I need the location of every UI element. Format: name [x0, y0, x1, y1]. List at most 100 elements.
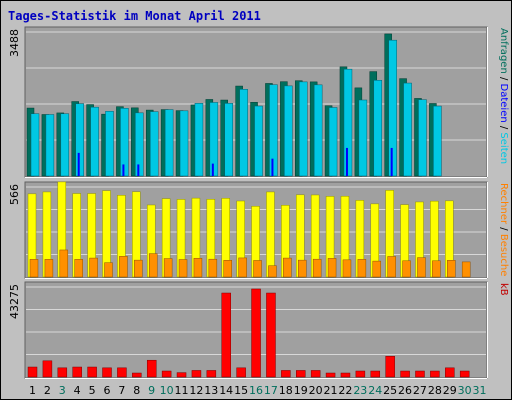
bar-seiten: [299, 81, 308, 177]
day-label: 20: [309, 384, 323, 397]
bar-rechner: [461, 261, 471, 278]
day-label: 28: [428, 384, 442, 397]
bar-rechner: [134, 259, 143, 278]
day-label: 2: [44, 384, 51, 397]
bar-kb: [310, 370, 321, 378]
bar-kb: [191, 370, 202, 378]
y-max-label-middle: 566: [8, 184, 21, 205]
bar-dateien: [77, 152, 80, 176]
bar-rechner: [44, 259, 54, 278]
bar-kb: [281, 370, 291, 378]
bar-seiten: [149, 111, 159, 177]
legend-label-middle: Rechner / Besuche: [498, 183, 509, 276]
y-max-label-top: 3488: [8, 29, 21, 57]
day-label: 10: [160, 384, 174, 397]
bar-kb: [42, 360, 53, 378]
bar-rechner: [372, 260, 382, 278]
legend-label-top: Anfragen / Dateien / Seiten: [498, 28, 509, 164]
day-label: 29: [443, 384, 457, 397]
legend-part: Besuche: [498, 234, 509, 277]
panel-bottom: 43275 kB: [8, 281, 509, 379]
bar-kb: [221, 292, 231, 378]
bar-rechner: [342, 259, 352, 278]
legend-part: Seiten: [498, 132, 509, 164]
day-label: 19: [294, 384, 308, 397]
day-label: 21: [324, 384, 338, 397]
bar-kb: [72, 366, 82, 378]
panel-middle: 566 Rechner / Besuche: [8, 181, 509, 279]
bar-kb: [87, 366, 97, 378]
legend-label-bottom: kB: [498, 283, 509, 296]
day-label: 26: [398, 384, 412, 397]
bar-dateien: [122, 164, 125, 176]
bar-seiten: [433, 105, 442, 177]
bar-kb: [296, 370, 306, 378]
bar-rechner: [312, 258, 322, 278]
bar-seiten: [358, 99, 368, 177]
panel-top: 3488 Anfragen / Dateien / Seiten: [8, 26, 509, 178]
legend-part: /: [498, 123, 509, 133]
day-label: 1: [29, 384, 36, 397]
bar-rechner: [327, 258, 337, 278]
day-label: 7: [118, 384, 125, 397]
bar-kb: [266, 292, 276, 378]
bar-rechner: [283, 257, 292, 278]
bar-dateien: [137, 164, 140, 176]
bar-rechner: [89, 257, 98, 278]
bar-kb: [340, 372, 351, 378]
day-label: 8: [133, 384, 140, 397]
day-label: 22: [338, 384, 352, 397]
day-label: 17: [264, 384, 278, 397]
bar-rechner: [402, 260, 411, 278]
day-label: 11: [174, 384, 188, 397]
day-label: 31: [473, 384, 487, 397]
bar-kb: [325, 372, 336, 378]
bar-rechner: [447, 260, 456, 278]
bar-rechner: [163, 258, 173, 278]
day-label: 4: [74, 384, 81, 397]
day-label: 16: [249, 384, 263, 397]
bar-rechner: [432, 260, 441, 278]
bar-kb: [117, 367, 127, 378]
bar-seiten: [164, 109, 174, 177]
bar-seiten: [45, 114, 55, 177]
bar-kb: [27, 366, 38, 378]
bar-seiten: [105, 111, 114, 177]
bar-rechner: [223, 260, 232, 278]
day-label: 9: [148, 384, 155, 397]
legend-part: Rechner: [498, 183, 509, 225]
day-label: 14: [219, 384, 233, 397]
bar-seiten: [30, 113, 40, 177]
day-label: 5: [89, 384, 96, 397]
bar-seiten: [284, 85, 293, 177]
bar-rechner: [148, 253, 158, 278]
legend-part: kB: [498, 283, 509, 296]
bar-rechner: [119, 256, 128, 278]
bar-seiten: [254, 105, 263, 177]
bar-kb: [57, 367, 68, 378]
bar-kb: [102, 367, 112, 378]
bar-rechner: [208, 258, 218, 278]
bar-kb: [370, 370, 381, 378]
bar-seiten: [418, 99, 427, 177]
legend-part: /: [498, 224, 509, 234]
bar-dateien: [345, 147, 348, 176]
bar-rechner: [74, 259, 83, 278]
bar-seiten: [313, 84, 323, 177]
bar-kb: [206, 370, 217, 378]
bar-rechner: [238, 257, 247, 278]
legend-part: Anfragen: [498, 28, 509, 74]
bar-kb: [459, 370, 470, 378]
day-label: 27: [413, 384, 427, 397]
bar-kb: [176, 372, 187, 378]
bar-rechner: [357, 259, 367, 278]
day-label: 25: [383, 384, 397, 397]
bar-besuche: [266, 191, 275, 278]
bar-dateien: [211, 163, 214, 176]
bar-rechner: [193, 257, 203, 278]
bar-kb: [161, 370, 172, 378]
bar-seiten: [60, 113, 70, 177]
bar-dateien: [271, 158, 274, 176]
bar-dateien: [390, 147, 393, 176]
